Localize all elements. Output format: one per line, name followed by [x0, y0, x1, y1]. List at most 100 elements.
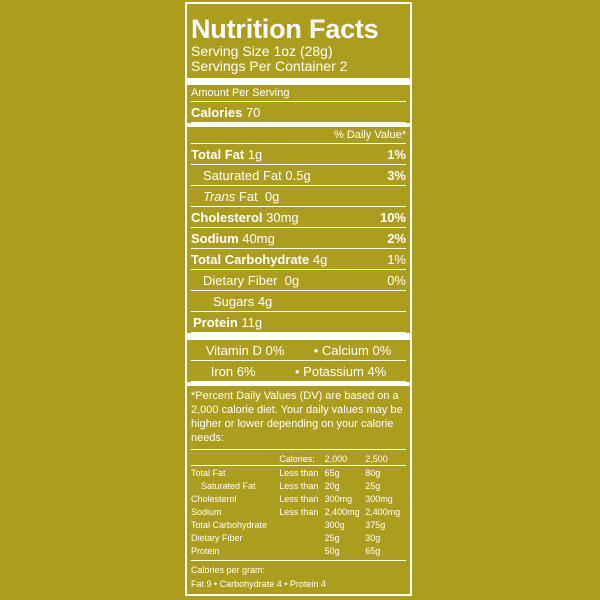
nutrient-amount: 4g	[312, 251, 328, 267]
table-row: Dietary Fiber 25g 30g	[191, 531, 406, 544]
daily-value-header: % Daily Value*	[334, 129, 406, 141]
nutrition-facts-panel: Nutrition Facts Serving Size 1oz (28g) S…	[185, 2, 412, 596]
nutrient-dv: 1%	[387, 146, 406, 162]
divider-thick	[187, 333, 410, 340]
table-cell: Less than	[279, 506, 319, 517]
nutrient-amount: 4g	[257, 293, 273, 309]
table-cell: Protein	[191, 545, 220, 556]
nutrient-row-protein: Protein 11g	[191, 312, 406, 333]
table-cell: 25g	[324, 532, 340, 543]
table-cell: 20g	[324, 480, 340, 491]
nutrient-label: Saturated Fat	[203, 167, 282, 183]
daily-value-header-row: % Daily Value*	[191, 127, 406, 144]
table-cell: Less than	[279, 493, 319, 504]
nutrient-amount: 0.5g	[285, 167, 311, 183]
table-row: Sodium Less than 2,400mg 2,400mg	[191, 505, 406, 518]
bullet-separator: •	[313, 342, 319, 358]
table-cell: Calories:	[279, 452, 325, 466]
divider-medium	[187, 382, 410, 386]
table-cell	[191, 452, 280, 466]
nutrient-amount: 0g	[264, 188, 280, 204]
nutrient-label: Total Carbohydrate	[191, 251, 310, 267]
calories-per-gram-values: Fat 9 • Carbohydrate 4 • Protein 4	[191, 579, 326, 589]
bullet-separator: •	[294, 363, 300, 379]
table-header-row: Calories: 2,000 2,500	[191, 452, 406, 466]
table-row: Protein 50g 65g	[191, 544, 406, 557]
nutrient-dv: 3%	[387, 167, 406, 183]
page-title: Nutrition Facts	[191, 14, 379, 44]
table-cell: 2,400mg	[365, 506, 401, 517]
table-cell: 25g	[365, 480, 381, 491]
nutrient-label: Total Fat	[191, 146, 245, 162]
amount-per-serving-label: Amount Per Serving	[191, 87, 290, 99]
table-cell: 50g	[324, 545, 340, 556]
divider-thin	[191, 560, 406, 561]
nutrient-amount: 30mg	[266, 209, 299, 225]
table-row: Saturated Fat Less than 20g 25g	[191, 479, 406, 492]
table-cell: 65g	[365, 545, 381, 556]
nutrient-row-sugars: Sugars 4g	[191, 291, 406, 312]
vitamin-row-1: Vitamin D 0% • Calcium 0%	[191, 340, 406, 361]
table-cell: 375g	[365, 519, 386, 530]
calories-value: 70	[245, 104, 261, 120]
vitamin-d: Vitamin D 0%	[205, 342, 285, 358]
calcium: Calcium 0%	[321, 342, 392, 358]
nutrient-dv: 0%	[387, 272, 406, 288]
nutrient-row-total-fat: Total Fat 1g 1%	[191, 144, 406, 165]
potassium: Potassium 4%	[303, 363, 387, 379]
table-cell	[279, 544, 324, 557]
servings-per-container: Servings Per Container 2	[191, 58, 348, 74]
nutrient-label: Sodium	[191, 230, 239, 246]
calories-row: Calories 70	[191, 102, 406, 123]
nutrient-label: Sugars	[213, 293, 255, 309]
nutrient-amount: 1g	[247, 146, 263, 162]
nutrient-label: Trans	[203, 188, 236, 204]
nutrient-label: Cholesterol	[191, 209, 263, 225]
nutrient-label: Protein	[193, 314, 238, 330]
table-cell: Less than	[279, 467, 319, 478]
table-cell: 300mg	[365, 493, 393, 504]
table-cell: 2,000	[324, 452, 366, 466]
nutrient-amount: 40mg	[242, 230, 275, 246]
table-cell	[279, 531, 324, 544]
nutrient-row-sodium: Sodium 40mg 2%	[191, 228, 406, 249]
divider-thick	[187, 78, 410, 85]
nutrient-label: Dietary Fiber	[203, 272, 278, 288]
nutrient-dv: 1%	[387, 251, 406, 267]
table-cell: Cholesterol	[191, 493, 237, 504]
footnote: *Percent Daily Values (DV) are based on …	[191, 386, 406, 450]
table-row: Total Fat Less than 65g 80g	[191, 466, 406, 480]
nutrient-row-dietary-fiber: Dietary Fiber 0g 0%	[191, 270, 406, 291]
table-cell: Sodium	[191, 506, 222, 517]
table-cell: Less than	[279, 480, 319, 491]
daily-values-table: Calories: 2,000 2,500 Total Fat Less tha…	[191, 452, 406, 557]
calories-label: Calories	[191, 104, 243, 120]
nutrient-amount: 0g	[284, 272, 300, 288]
table-cell: 300mg	[324, 493, 353, 504]
calories-per-gram-label: Calories per gram:	[191, 565, 266, 575]
nutrient-amount: 11g	[241, 314, 263, 330]
table-cell: Total Carbohydrate	[191, 519, 268, 530]
table-cell: 80g	[365, 467, 381, 478]
serving-size: Serving Size 1oz (28g)	[191, 43, 333, 59]
table-row: Cholesterol Less than 300mg 300mg	[191, 492, 406, 505]
nutrient-row-trans-fat: Trans Fat 0g	[191, 186, 406, 207]
nutrient-row-total-carbohydrate: Total Carbohydrate 4g 1%	[191, 249, 406, 270]
nutrient-row-saturated-fat: Saturated Fat 0.5g 3%	[191, 165, 406, 186]
amount-per-serving-row: Amount Per Serving	[191, 85, 406, 102]
table-cell: 300g	[324, 519, 345, 530]
nutrient-dv: 10%	[379, 209, 406, 225]
table-cell: Dietary Fiber	[191, 532, 243, 543]
table-cell: Saturated Fat	[201, 480, 256, 491]
vitamin-row-2: Iron 6% • Potassium 4%	[191, 361, 406, 382]
nutrient-row-cholesterol: Cholesterol 30mg 10%	[191, 207, 406, 228]
nutrient-label-suffix: Fat	[238, 188, 258, 204]
table-row: Total Carbohydrate 300g 375g	[191, 518, 406, 531]
divider-medium	[187, 123, 410, 127]
nutrient-dv: 2%	[387, 230, 406, 246]
table-cell: 2,400mg	[324, 506, 360, 517]
iron: Iron 6%	[210, 363, 256, 379]
table-cell	[279, 518, 324, 531]
table-cell: 30g	[365, 532, 381, 543]
table-cell: 2,500	[365, 452, 406, 466]
